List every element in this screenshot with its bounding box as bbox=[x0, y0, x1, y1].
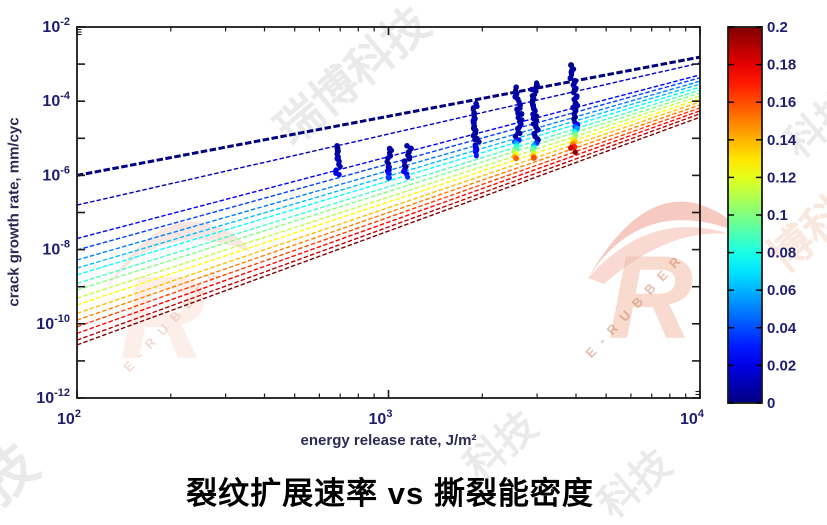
scatter-clusters bbox=[333, 62, 581, 181]
logo-swoosh bbox=[588, 226, 730, 284]
plot-series-lines bbox=[76, 55, 701, 346]
svg-text:0.2: 0.2 bbox=[767, 19, 788, 36]
svg-text:0.18: 0.18 bbox=[767, 57, 796, 74]
svg-text:0: 0 bbox=[767, 395, 775, 412]
svg-text:10-12: 10-12 bbox=[36, 387, 70, 407]
svg-text:0.1: 0.1 bbox=[767, 207, 788, 224]
svg-text:10-10: 10-10 bbox=[36, 313, 70, 333]
x-axis-tick-labels: 102 103 104 bbox=[57, 408, 705, 428]
svg-text:102: 102 bbox=[57, 408, 81, 428]
y-axis-label: crack growth rate, mm/cyc bbox=[5, 117, 23, 307]
x-axis-label: energy release rate, J/m² bbox=[300, 432, 477, 449]
svg-text:104: 104 bbox=[680, 408, 705, 428]
svg-text:0.12: 0.12 bbox=[767, 169, 796, 186]
svg-text:0.16: 0.16 bbox=[767, 94, 796, 111]
svg-text:0.06: 0.06 bbox=[767, 282, 796, 299]
svg-text:10-2: 10-2 bbox=[42, 16, 70, 36]
svg-text:10-8: 10-8 bbox=[42, 239, 70, 259]
chart-canvas: 102 103 104 10-2 10-4 10-6 10-8 10-10 10-12 0 0.02… bbox=[36, 16, 797, 428]
svg-text:103: 103 bbox=[369, 408, 393, 428]
figure-title: 裂纹扩展速率 vs 撕裂能密度 bbox=[186, 476, 594, 511]
svg-text:0.04: 0.04 bbox=[767, 320, 797, 337]
svg-text:0.02: 0.02 bbox=[767, 357, 796, 374]
svg-text:10-4: 10-4 bbox=[42, 90, 70, 110]
colorbar bbox=[727, 26, 763, 404]
svg-text:0.14: 0.14 bbox=[767, 132, 797, 149]
plot-axes bbox=[76, 26, 701, 399]
svg-text:0.08: 0.08 bbox=[767, 245, 796, 262]
colorbar-tick-labels: 0 0.02 0.04 0.06 0.08 0.1 0.12 0.14 0.16 0.18 0.2 bbox=[767, 19, 797, 412]
y-axis-tick-labels: 10-2 10-4 10-6 10-8 10-10 10-12 bbox=[36, 16, 71, 407]
svg-text:10-6: 10-6 bbox=[42, 164, 70, 184]
logo-letter: R bbox=[608, 232, 693, 355]
